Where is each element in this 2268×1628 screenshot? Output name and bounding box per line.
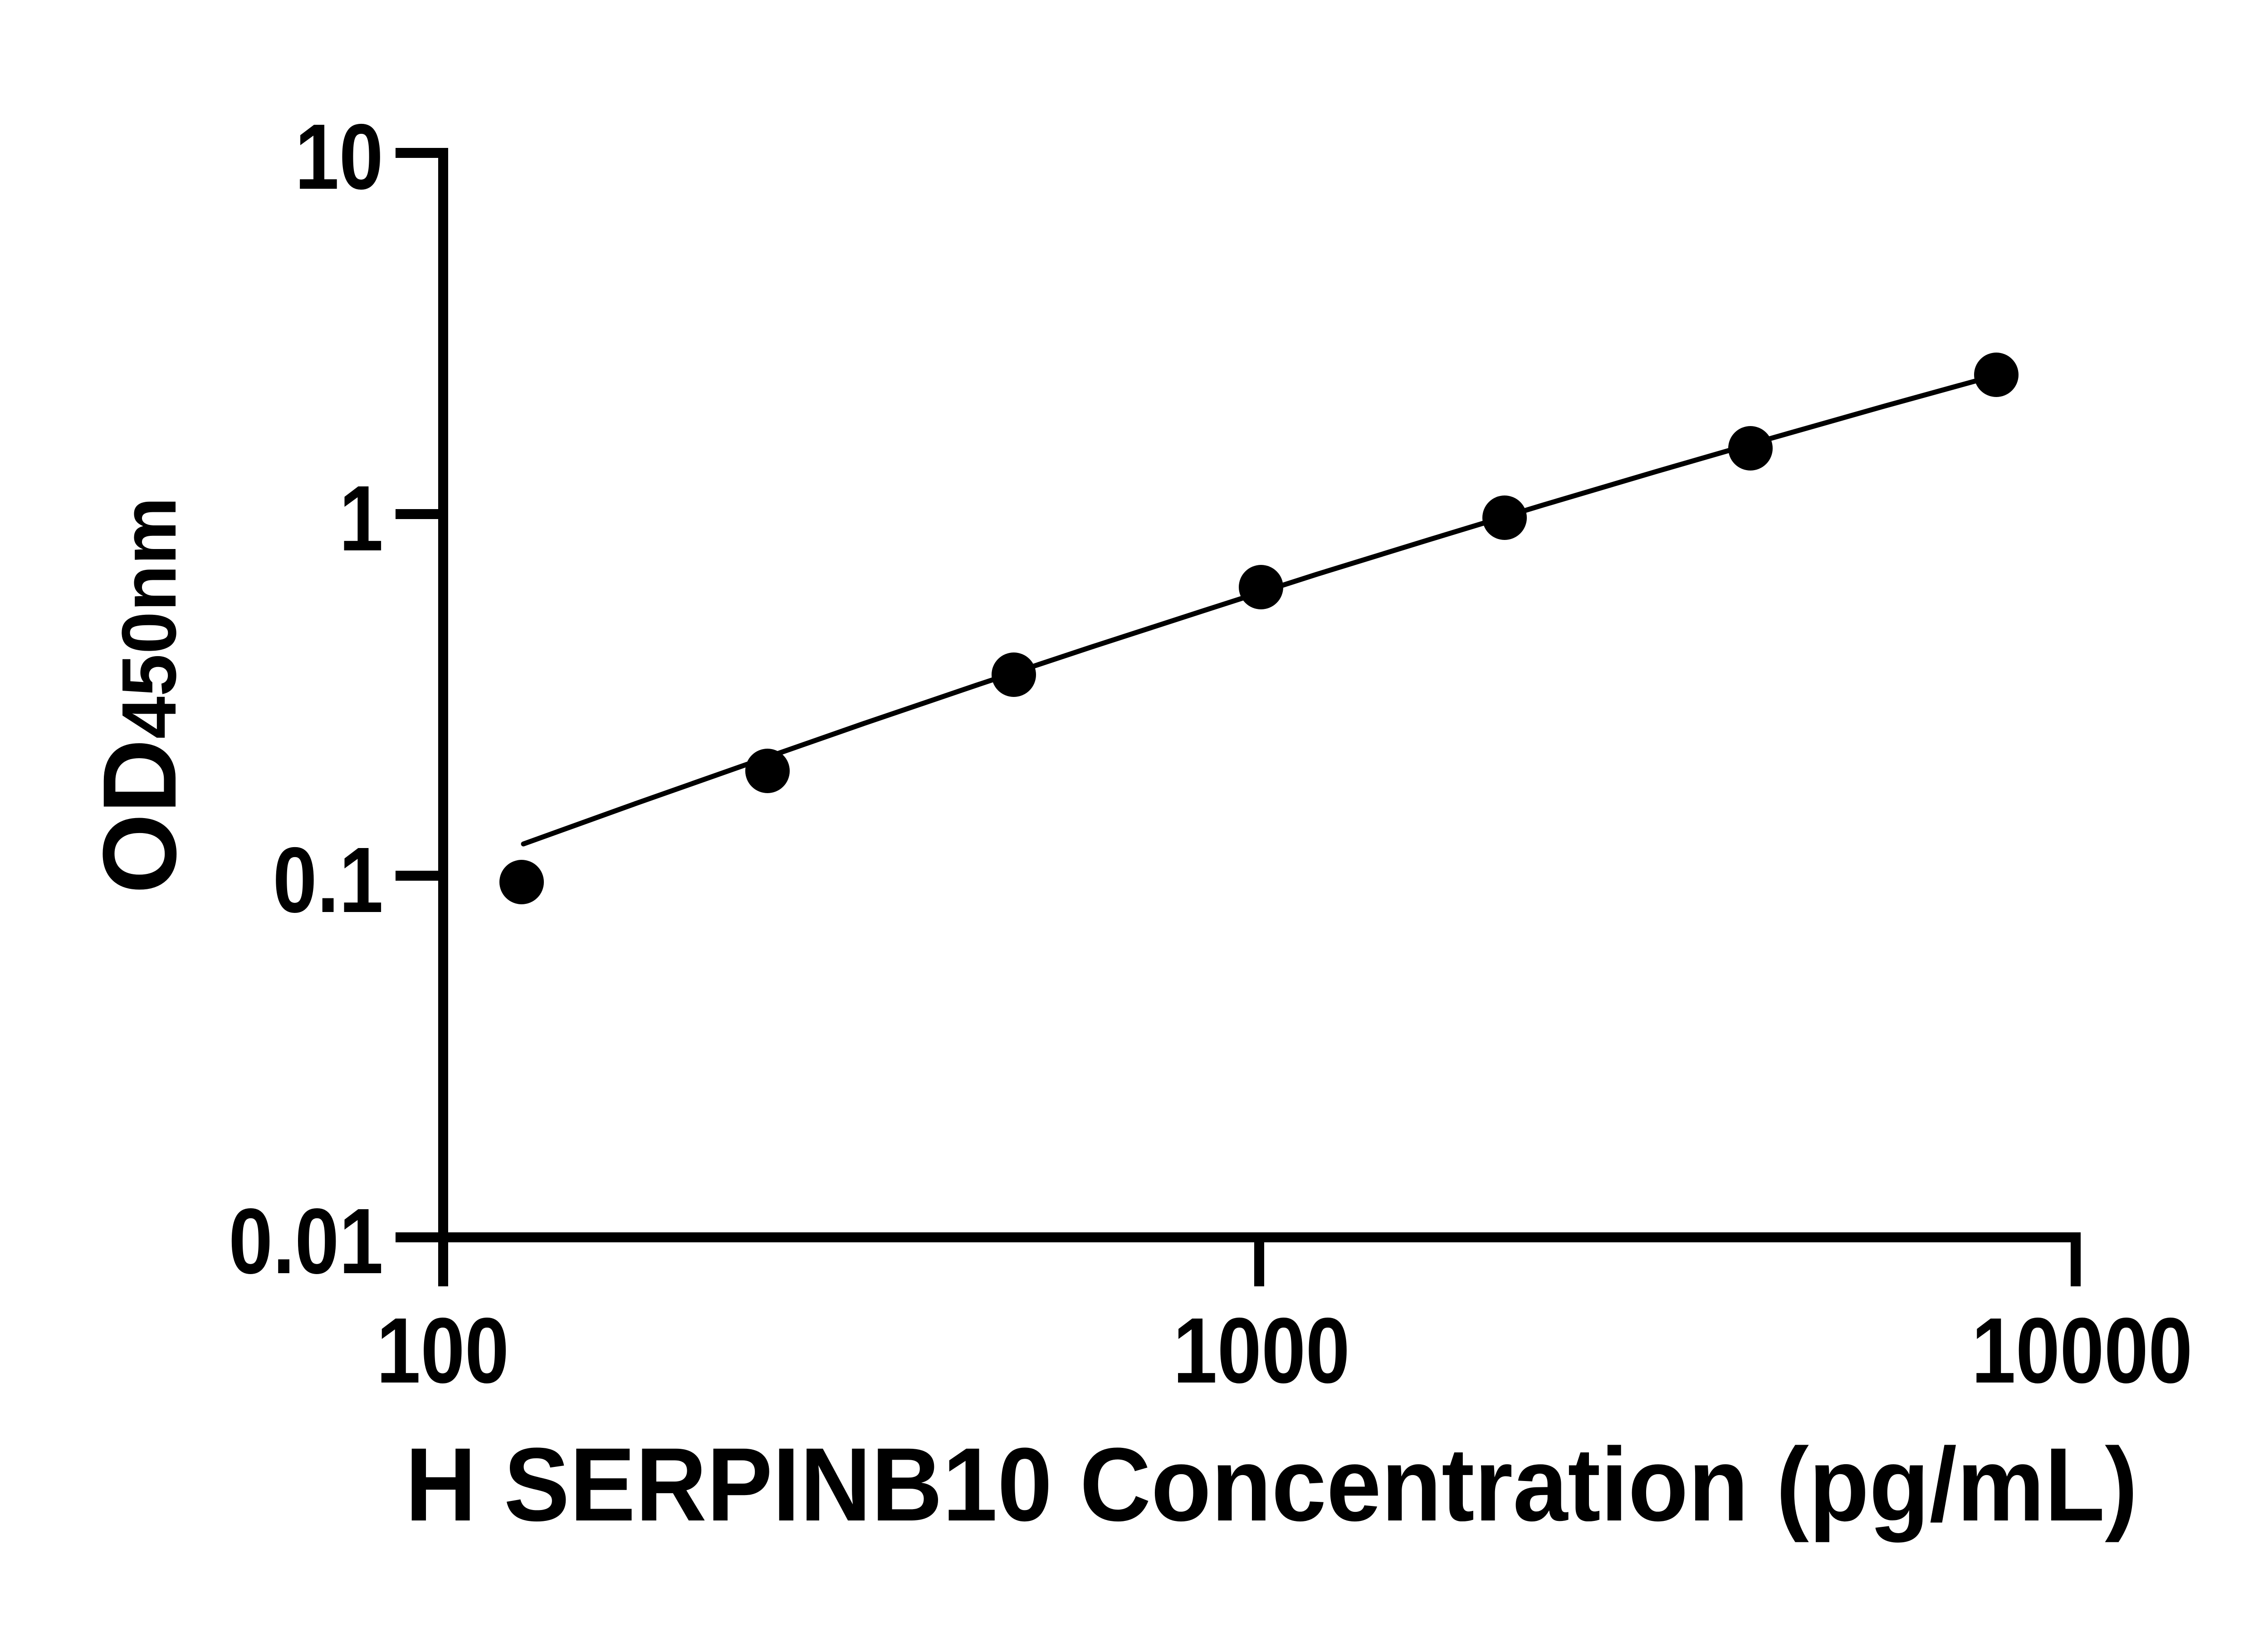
- svg-text:0.1: 0.1: [273, 828, 383, 932]
- svg-text:0.01: 0.01: [229, 1189, 383, 1293]
- svg-text:1: 1: [339, 466, 383, 570]
- svg-text:100: 100: [376, 1299, 509, 1402]
- svg-text:10000: 10000: [1971, 1299, 2192, 1402]
- svg-text:OD450nm: OD450nm: [82, 497, 198, 894]
- svg-text:10: 10: [295, 105, 383, 209]
- svg-text:1000: 1000: [1173, 1299, 1350, 1402]
- svg-text:H SERPINB10 Concentration (pg/: H SERPINB10 Concentration (pg/mL): [405, 1426, 2138, 1543]
